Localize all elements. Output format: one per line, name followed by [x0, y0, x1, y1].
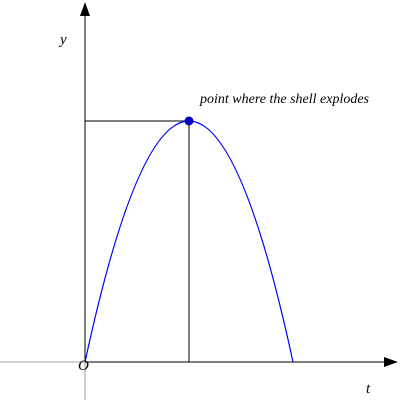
annotation: point where the shell explodes — [199, 92, 370, 107]
explosion-point — [184, 116, 194, 126]
y-axis-arrow — [80, 2, 90, 16]
origin-label: O — [78, 358, 89, 374]
y-axis-label: y — [58, 32, 67, 48]
x-axis-arrow — [384, 357, 398, 367]
x-axis-label: t — [366, 381, 371, 397]
